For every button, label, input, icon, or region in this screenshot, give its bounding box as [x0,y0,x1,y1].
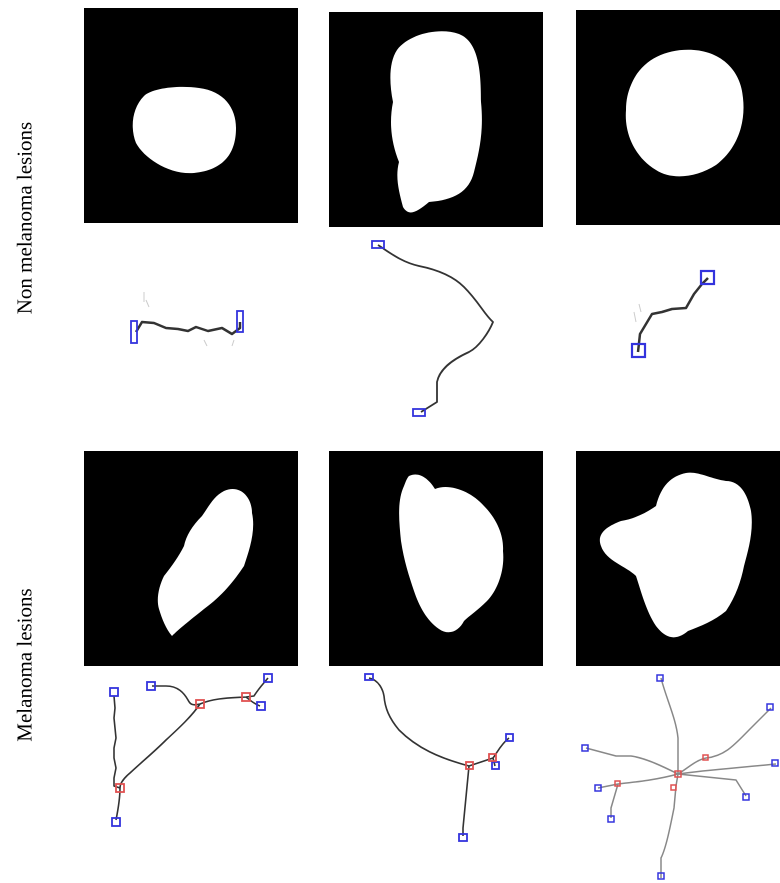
endpoint-marker [458,833,468,842]
endpoint-marker [656,674,664,682]
endpoint-marker [109,687,119,697]
endpoint-marker [657,872,665,880]
endpoint-marker [581,744,589,752]
endpoint-marker [630,342,647,359]
lesion-shape [157,488,254,636]
skeleton-path [368,677,510,836]
lesion-mask-non-melanoma-2 [329,12,543,227]
endpoint-marker [771,759,779,767]
branchpoint-marker [488,753,497,762]
skeleton-path [113,677,269,821]
lesion-shape [625,49,744,177]
branchpoint-marker [670,784,677,791]
skeleton-melanoma-1 [84,668,299,883]
lesion-mask-non-melanoma-1 [84,8,298,223]
skeleton-non-melanoma-1 [84,232,299,447]
endpoint-marker [263,673,273,683]
row-label-melanoma: Melanoma lesions [12,588,37,742]
endpoint-marker [256,701,266,711]
endpoint-marker [505,733,514,742]
endpoint-marker [491,761,500,770]
endpoint-marker [594,784,602,792]
endpoint-marker [364,673,374,681]
skeleton-melanoma-3 [576,668,780,883]
lesion-mask-non-melanoma-3 [576,10,780,225]
endpoint-marker [146,681,156,691]
skeleton-path [134,320,242,336]
skeleton-path [636,277,709,353]
skeleton-non-melanoma-3 [576,232,780,447]
skeleton-melanoma-2 [329,668,544,883]
lesion-shape [132,86,236,174]
branchpoint-marker [674,770,682,778]
branchpoint-marker [115,783,125,793]
lesion-shape [399,474,504,633]
endpoint-marker [111,817,121,827]
endpoint-marker [742,793,750,801]
endpoint-marker [130,320,138,344]
branchpoint-marker [702,754,709,761]
skeleton-path [377,244,494,413]
skeleton-non-melanoma-2 [329,232,544,447]
lesion-shape [390,31,482,213]
branchpoint-marker [614,780,621,787]
endpoint-marker [236,310,244,333]
endpoint-marker [766,703,774,711]
endpoint-marker [607,815,615,823]
lesion-mask-melanoma-2 [329,451,543,666]
branchpoint-marker [195,699,205,709]
endpoint-marker [371,240,385,249]
endpoint-marker [699,269,716,286]
row-label-non-melanoma: Non melanoma lesions [12,121,37,315]
lesion-mask-melanoma-3 [576,451,780,666]
endpoint-marker [412,408,426,417]
lesion-mask-melanoma-1 [84,451,298,666]
branchpoint-marker [241,692,251,702]
branchpoint-marker [465,761,474,770]
lesion-shape [599,472,752,638]
skeleton-path [585,677,777,878]
